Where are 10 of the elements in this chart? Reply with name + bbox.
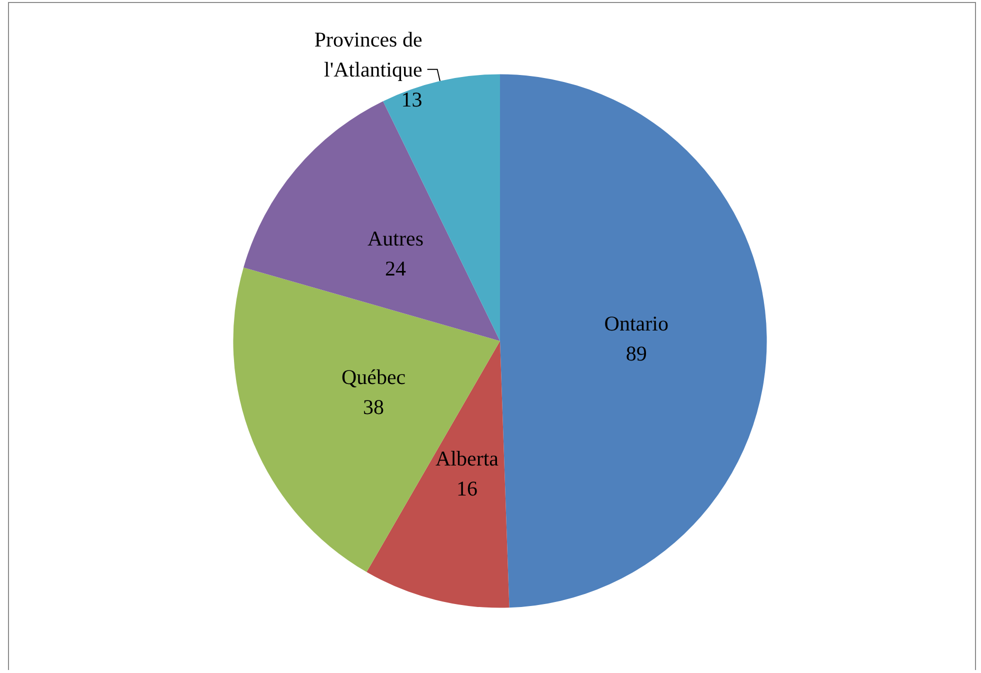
data-label: 89 (626, 342, 647, 366)
data-label: 38 (363, 395, 384, 420)
slice-label: Alberta (436, 446, 500, 470)
data-label: 13 (401, 87, 422, 112)
data-label: 16 (456, 476, 478, 500)
data-label: 24 (385, 256, 407, 280)
slice-label: Provinces de l'Atlantique (314, 27, 422, 82)
slice-label: Ontario (604, 312, 668, 336)
slice-label: Autres (368, 226, 424, 250)
slice-label: Québec (341, 365, 406, 390)
